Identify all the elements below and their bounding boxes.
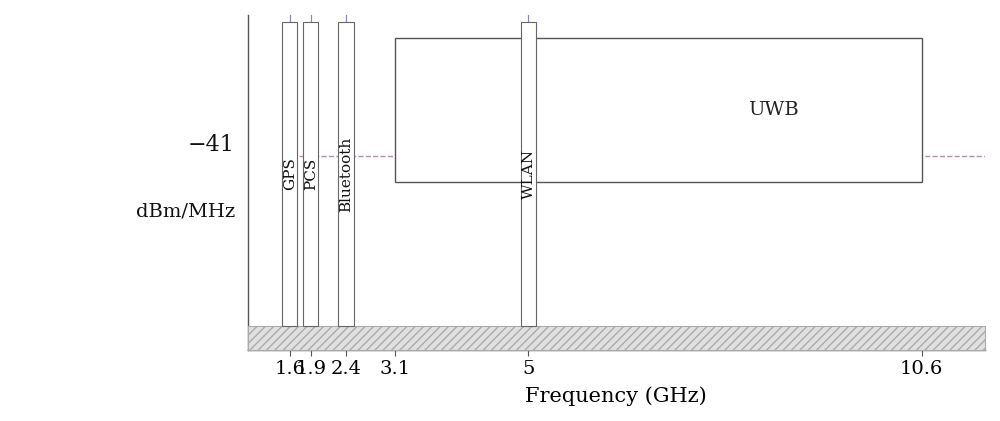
- Text: UWB: UWB: [748, 101, 799, 120]
- Bar: [282, 22, 297, 326]
- Text: Bluetooth: Bluetooth: [339, 136, 353, 211]
- Bar: [521, 22, 536, 326]
- Bar: [248, 326, 985, 349]
- Text: dBm/MHz: dBm/MHz: [136, 203, 235, 220]
- Bar: [395, 38, 922, 182]
- Bar: [338, 22, 354, 326]
- Text: PCS: PCS: [304, 158, 318, 190]
- Text: WLAN: WLAN: [521, 149, 535, 199]
- Bar: [303, 22, 318, 326]
- Text: −41: −41: [188, 133, 235, 155]
- X-axis label: Frequency (GHz): Frequency (GHz): [525, 386, 707, 406]
- Text: GPS: GPS: [283, 157, 297, 190]
